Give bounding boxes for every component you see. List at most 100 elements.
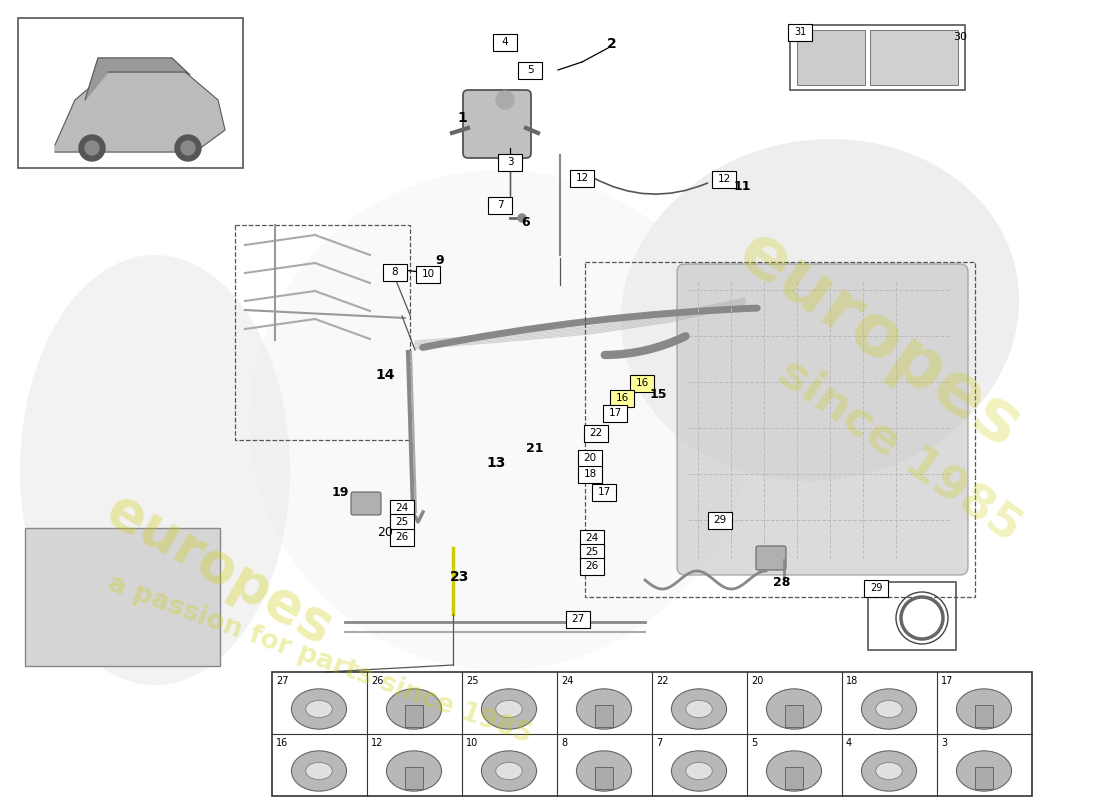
Ellipse shape [861, 689, 916, 729]
Ellipse shape [876, 700, 902, 718]
Text: since 1985: since 1985 [770, 350, 1030, 550]
Text: 19: 19 [331, 486, 349, 498]
Text: 4: 4 [846, 738, 852, 748]
FancyBboxPatch shape [580, 543, 604, 561]
Ellipse shape [482, 751, 537, 791]
Bar [870, 30, 958, 85]
FancyBboxPatch shape [610, 390, 634, 406]
Text: 12: 12 [575, 173, 589, 183]
Text: 14: 14 [375, 368, 395, 382]
FancyBboxPatch shape [390, 499, 414, 517]
Text: 30: 30 [953, 32, 967, 42]
FancyBboxPatch shape [630, 374, 654, 391]
Ellipse shape [306, 762, 332, 780]
FancyBboxPatch shape [578, 450, 602, 466]
Text: 26: 26 [585, 561, 598, 571]
Text: 8: 8 [561, 738, 568, 748]
FancyBboxPatch shape [712, 170, 736, 187]
Bar [975, 705, 993, 727]
FancyBboxPatch shape [351, 492, 381, 515]
Text: 27: 27 [571, 614, 584, 624]
Text: 7: 7 [497, 200, 504, 210]
Text: 2: 2 [607, 37, 617, 51]
FancyBboxPatch shape [580, 530, 604, 546]
Bar [585, 262, 975, 597]
Text: 27: 27 [276, 676, 288, 686]
Text: europes: europes [725, 218, 1035, 462]
Text: 18: 18 [583, 469, 596, 479]
FancyBboxPatch shape [592, 483, 616, 501]
FancyBboxPatch shape [570, 170, 594, 186]
Text: 25: 25 [395, 517, 408, 527]
FancyBboxPatch shape [390, 529, 414, 546]
Text: 16: 16 [615, 393, 628, 403]
Ellipse shape [685, 762, 713, 780]
Ellipse shape [306, 700, 332, 718]
Ellipse shape [620, 139, 1020, 481]
FancyBboxPatch shape [566, 610, 590, 627]
Text: 25: 25 [466, 676, 478, 686]
FancyBboxPatch shape [676, 264, 968, 575]
FancyBboxPatch shape [578, 466, 602, 482]
FancyBboxPatch shape [788, 23, 812, 41]
Bar [798, 30, 865, 85]
Text: 9: 9 [436, 254, 444, 266]
Text: 8: 8 [392, 267, 398, 277]
FancyBboxPatch shape [864, 579, 888, 597]
Text: 5: 5 [527, 65, 534, 75]
FancyBboxPatch shape [383, 263, 407, 281]
Text: a passion for parts since 1985: a passion for parts since 1985 [104, 571, 536, 749]
Text: 3: 3 [940, 738, 947, 748]
Text: 29: 29 [870, 583, 882, 593]
Text: 28: 28 [773, 575, 791, 589]
Circle shape [518, 214, 526, 222]
Bar [868, 582, 956, 650]
FancyBboxPatch shape [488, 197, 512, 214]
FancyBboxPatch shape [603, 405, 627, 422]
Ellipse shape [767, 689, 822, 729]
Text: 24: 24 [561, 676, 573, 686]
FancyBboxPatch shape [708, 511, 732, 529]
Ellipse shape [861, 751, 916, 791]
Text: 26: 26 [371, 676, 384, 686]
Bar [25, 528, 220, 666]
Ellipse shape [292, 751, 346, 791]
Text: 7: 7 [656, 738, 662, 748]
Bar [405, 767, 424, 789]
Ellipse shape [767, 751, 822, 791]
Text: 17: 17 [940, 676, 954, 686]
Text: 25: 25 [585, 547, 598, 557]
Text: 20: 20 [751, 676, 763, 686]
Text: 3: 3 [507, 157, 514, 167]
Circle shape [182, 141, 195, 155]
Text: 11: 11 [734, 179, 750, 193]
Bar [235, 225, 410, 440]
Ellipse shape [20, 255, 290, 685]
Circle shape [496, 91, 514, 109]
Ellipse shape [576, 689, 631, 729]
Text: 17: 17 [608, 408, 622, 418]
Ellipse shape [250, 170, 750, 670]
Ellipse shape [496, 762, 522, 780]
Text: 15: 15 [649, 389, 667, 402]
Text: 21: 21 [526, 442, 543, 454]
Text: 18: 18 [846, 676, 858, 686]
Text: 1: 1 [458, 111, 466, 125]
Text: 20: 20 [583, 453, 596, 463]
Text: 22: 22 [590, 428, 603, 438]
Text: 22: 22 [656, 676, 669, 686]
Ellipse shape [386, 689, 441, 729]
Text: 16: 16 [636, 378, 649, 388]
FancyBboxPatch shape [498, 154, 522, 170]
Ellipse shape [671, 751, 726, 791]
Text: 24: 24 [395, 503, 408, 513]
Ellipse shape [386, 751, 441, 791]
Bar [595, 705, 613, 727]
Text: 5: 5 [751, 738, 757, 748]
Text: 12: 12 [371, 738, 384, 748]
FancyBboxPatch shape [493, 34, 517, 50]
Ellipse shape [292, 689, 346, 729]
Bar [272, 672, 1032, 796]
FancyBboxPatch shape [584, 425, 608, 442]
Bar [790, 25, 965, 90]
